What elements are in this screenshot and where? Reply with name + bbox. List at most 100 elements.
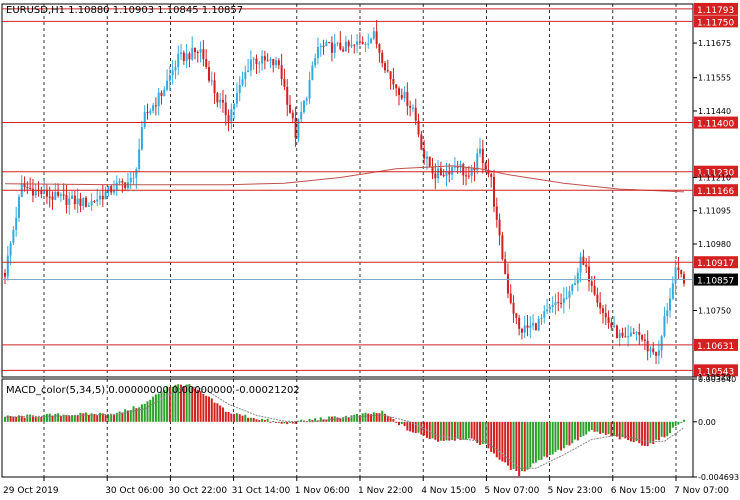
candle-bear[interactable] xyxy=(406,91,409,106)
macd-bar-rising[interactable] xyxy=(79,412,82,422)
candle-bear[interactable] xyxy=(638,332,641,336)
macd-bar-falling[interactable] xyxy=(515,421,518,472)
candle-bear[interactable] xyxy=(51,196,54,200)
macd-bar-rising[interactable] xyxy=(107,415,110,422)
candle-bear[interactable] xyxy=(520,328,523,333)
macd-bar-rising[interactable] xyxy=(601,421,604,434)
macd-bar-falling[interactable] xyxy=(180,384,183,422)
candle-bull[interactable] xyxy=(336,42,339,44)
candle-bull[interactable] xyxy=(269,59,272,61)
macd-bar-rising[interactable] xyxy=(587,421,590,432)
macd-bar-falling[interactable] xyxy=(258,420,261,422)
candle-bear[interactable] xyxy=(518,317,521,329)
candle-bear[interactable] xyxy=(534,323,537,331)
macd-bar-rising[interactable] xyxy=(666,421,669,437)
macd-bar-falling[interactable] xyxy=(263,419,266,422)
candle-bear[interactable] xyxy=(456,166,459,168)
candle-bear[interactable] xyxy=(498,219,501,236)
macd-bar-falling[interactable] xyxy=(40,416,43,422)
macd-bar-rising[interactable] xyxy=(289,421,292,423)
macd-bar-rising[interactable] xyxy=(548,421,551,456)
candle-bear[interactable] xyxy=(101,195,104,200)
candle-bull[interactable] xyxy=(9,243,12,256)
price-levels[interactable]: 1.11793 1.11750 1.11400 1.11230 1.11166 1.109… xyxy=(2,2,738,377)
candle-bear[interactable] xyxy=(400,95,403,99)
macd-bar-rising[interactable] xyxy=(571,421,574,444)
macd-bar-rising[interactable] xyxy=(319,417,322,422)
candle-bull[interactable] xyxy=(138,149,141,170)
candle-bull[interactable] xyxy=(546,309,549,312)
candle-bull[interactable] xyxy=(529,325,532,328)
macd-bar-falling[interactable] xyxy=(492,421,495,454)
macd-bar-rising[interactable] xyxy=(272,420,275,422)
candle-bear[interactable] xyxy=(85,197,88,207)
candle-bear[interactable] xyxy=(646,340,649,352)
candle-bear[interactable] xyxy=(526,325,529,328)
candle-bear[interactable] xyxy=(330,42,333,53)
macd-bar-rising[interactable] xyxy=(308,418,311,422)
candle-bear[interactable] xyxy=(160,92,163,97)
macd-bar-falling[interactable] xyxy=(641,421,644,446)
candle-bear[interactable] xyxy=(587,266,590,282)
macd-bar-falling[interactable] xyxy=(221,407,224,422)
macd-bar-falling[interactable] xyxy=(386,416,389,422)
candle-bull[interactable] xyxy=(152,105,155,111)
macd-bar-falling[interactable] xyxy=(322,419,325,422)
candle-bear[interactable] xyxy=(501,235,504,260)
macd-bar-falling[interactable] xyxy=(294,421,297,424)
candle-bear[interactable] xyxy=(213,80,216,94)
macd-bar-rising[interactable] xyxy=(680,421,683,423)
macd-bar-falling[interactable] xyxy=(434,421,437,440)
candle-bull[interactable] xyxy=(554,302,557,306)
macd-bar-falling[interactable] xyxy=(453,421,456,441)
macd-bar-falling[interactable] xyxy=(12,416,15,422)
candle-bull[interactable] xyxy=(96,199,99,202)
candle-bear[interactable] xyxy=(601,308,604,313)
macd-bar-rising[interactable] xyxy=(283,421,286,424)
candle-bull[interactable] xyxy=(258,63,261,65)
macd-bar-falling[interactable] xyxy=(448,421,451,441)
macd-bar-falling[interactable] xyxy=(470,421,473,439)
candle-bear[interactable] xyxy=(73,195,76,205)
macd-bar-falling[interactable] xyxy=(202,393,205,422)
macd-bar-falling[interactable] xyxy=(375,413,378,422)
macd-bar-falling[interactable] xyxy=(367,413,370,422)
candle-bull[interactable] xyxy=(629,332,632,337)
macd-bar-falling[interactable] xyxy=(311,419,314,422)
macd-bar-rising[interactable] xyxy=(562,421,565,449)
candle-bear[interactable] xyxy=(322,45,325,47)
macd-bar-rising[interactable] xyxy=(400,421,403,425)
macd-bar-falling[interactable] xyxy=(643,421,646,446)
macd-bar-falling[interactable] xyxy=(65,414,68,422)
macd-bar-falling[interactable] xyxy=(629,421,632,442)
macd-bar-falling[interactable] xyxy=(205,395,208,422)
macd-bar-rising[interactable] xyxy=(671,421,674,428)
candle-bear[interactable] xyxy=(504,259,507,274)
candle-bull[interactable] xyxy=(43,189,46,195)
candle-bear[interactable] xyxy=(194,47,197,53)
candle-bear[interactable] xyxy=(506,273,509,294)
candle-bear[interactable] xyxy=(277,60,280,66)
candle-bull[interactable] xyxy=(548,307,551,310)
candle-bear[interactable] xyxy=(428,156,431,167)
candle-bull[interactable] xyxy=(219,100,222,103)
candle-bull[interactable] xyxy=(126,182,129,189)
macd-bar-falling[interactable] xyxy=(68,415,71,422)
macd-bar-rising[interactable] xyxy=(73,414,76,422)
macd-bar-rising[interactable] xyxy=(484,421,487,444)
macd-bar-falling[interactable] xyxy=(646,421,649,447)
macd-bar-rising[interactable] xyxy=(649,421,652,444)
candle-bull[interactable] xyxy=(551,305,554,308)
candle-bear[interactable] xyxy=(465,175,468,177)
candle-bull[interactable] xyxy=(565,297,568,299)
candle-bear[interactable] xyxy=(392,78,395,85)
macd-bar-rising[interactable] xyxy=(344,415,347,422)
macd-bar-falling[interactable] xyxy=(194,388,197,422)
candle-bull[interactable] xyxy=(230,109,233,122)
candle-bear[interactable] xyxy=(216,93,219,103)
macd-bar-falling[interactable] xyxy=(76,415,79,422)
candle-bull[interactable] xyxy=(333,43,336,53)
macd-bar-rising[interactable] xyxy=(674,421,677,426)
candle-bear[interactable] xyxy=(286,86,289,105)
